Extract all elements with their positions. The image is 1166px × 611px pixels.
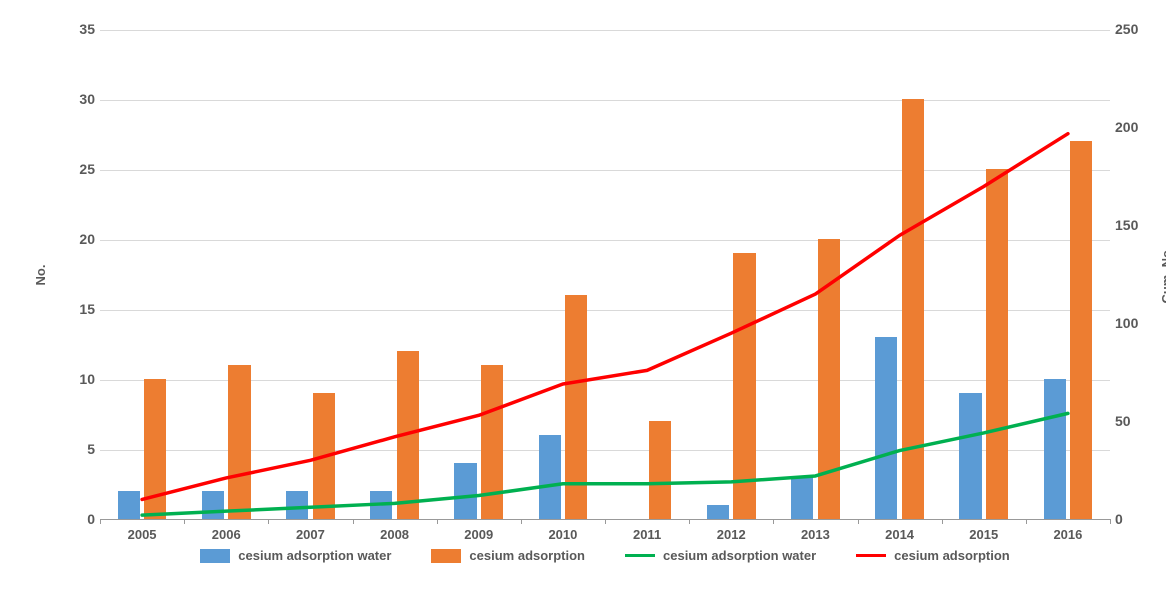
plot-area: No. Cum. No. 051015202530350501001502002… [100,30,1110,520]
legend-swatch-line [856,554,886,557]
y-tick-right: 150 [1115,217,1155,233]
legend-label: cesium adsorption [894,548,1010,563]
legend: cesium adsorption water cesium adsorption… [100,548,1110,563]
x-tick-label: 2007 [296,527,325,542]
y-tick-left: 5 [55,441,95,457]
y-tick-right: 200 [1115,119,1155,135]
y-tick-left: 15 [55,301,95,317]
y-tick-right: 0 [1115,511,1155,527]
legend-swatch-line [625,554,655,557]
x-tick-label: 2005 [128,527,157,542]
x-tick-mark [100,519,101,524]
x-tick-label: 2011 [633,527,661,542]
x-tick-mark [1110,519,1111,524]
x-tick-label: 2008 [380,527,409,542]
y-tick-left: 35 [55,21,95,37]
x-tick-label: 2016 [1053,527,1082,542]
legend-swatch-bar [200,549,230,563]
x-tick-mark [184,519,185,524]
y-tick-left: 20 [55,231,95,247]
x-tick-label: 2014 [885,527,914,542]
y-axis-right-label: Cum. No. [1159,246,1166,303]
legend-item: cesium adsorption [431,548,585,563]
legend-item: cesium adsorption water [625,548,816,563]
x-tick-mark [353,519,354,524]
y-tick-left: 30 [55,91,95,107]
x-tick-label: 2009 [464,527,493,542]
x-tick-mark [437,519,438,524]
x-tick-mark [858,519,859,524]
x-tick-label: 2013 [801,527,830,542]
x-tick-label: 2010 [548,527,577,542]
lines-layer [100,30,1110,519]
legend-item: cesium adsorption [856,548,1010,563]
x-tick-label: 2015 [969,527,998,542]
y-tick-right: 100 [1115,315,1155,331]
y-tick-left: 25 [55,161,95,177]
y-tick-left: 0 [55,511,95,527]
x-tick-label: 2012 [717,527,746,542]
y-tick-right: 250 [1115,21,1155,37]
x-tick-mark [689,519,690,524]
x-tick-mark [268,519,269,524]
x-tick-label: 2006 [212,527,241,542]
x-tick-mark [942,519,943,524]
x-tick-mark [605,519,606,524]
x-tick-mark [1026,519,1027,524]
legend-item: cesium adsorption water [200,548,391,563]
legend-label: cesium adsorption water [663,548,816,563]
y-tick-right: 50 [1115,413,1155,429]
legend-swatch-bar [431,549,461,563]
legend-label: cesium adsorption water [238,548,391,563]
y-tick-left: 10 [55,371,95,387]
line-series [142,413,1068,515]
legend-label: cesium adsorption [469,548,585,563]
x-tick-mark [521,519,522,524]
x-tick-mark [773,519,774,524]
chart-container: No. Cum. No. 0 5 10 15 20 25 30 35 0 50 100 150 200 2… [20,20,1166,591]
y-axis-left-label: No. [33,264,48,285]
